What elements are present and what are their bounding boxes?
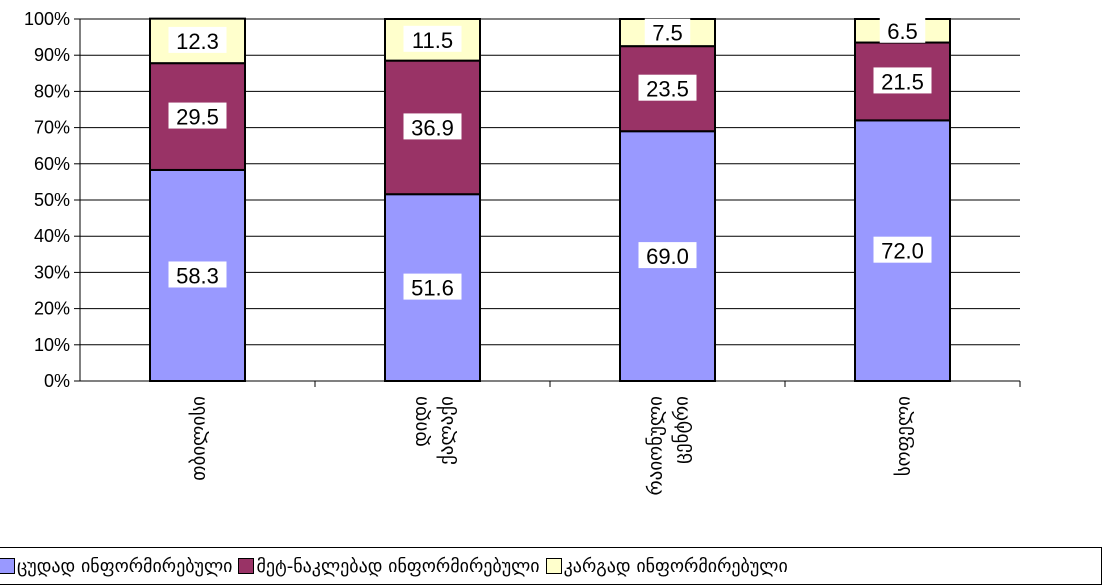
data-label-bg [879, 16, 926, 43]
legend-label: მეტ-ნაკლებად ინფორმირებული [256, 555, 540, 577]
y-tick-label: 50% [34, 190, 70, 210]
data-label: 51.6 [411, 276, 454, 301]
data-label-bg [168, 26, 227, 53]
data-label-bg [403, 273, 462, 300]
category-label: დიდი ქალაქი [410, 396, 458, 465]
bar-segment [619, 130, 716, 382]
legend-swatch [238, 558, 255, 574]
data-label-bg [168, 102, 227, 129]
category-label-line: თბილისი [188, 396, 210, 481]
data-label: 21.5 [881, 69, 924, 94]
category-label-line: ცენტრი [671, 396, 693, 464]
y-tick-label: 90% [34, 45, 70, 65]
legend-item: კარგად ინფორმირებული [545, 555, 788, 577]
data-label: 36.9 [411, 115, 454, 140]
data-label-bg [168, 261, 227, 288]
category-label: რაიონული ცენტრი [645, 396, 693, 495]
y-tick-label: 60% [34, 154, 70, 174]
data-label: 12.3 [176, 29, 219, 54]
category-label-line: სოფელი [893, 396, 915, 476]
y-tick-label: 0% [44, 371, 70, 391]
y-tick-label: 40% [34, 226, 70, 246]
category-label: თბილისი [188, 396, 210, 481]
data-label: 58.3 [176, 263, 219, 288]
data-label-bg [403, 25, 462, 52]
data-label: 11.5 [412, 28, 453, 53]
data-label-bg [638, 242, 697, 269]
data-label-bg [644, 18, 691, 45]
legend-label: ცუდად ინფორმირებული [17, 555, 233, 577]
y-tick-label: 80% [34, 81, 70, 101]
data-label-bg [638, 74, 697, 101]
data-label-bg [873, 67, 932, 94]
legend-item: ცუდად ინფორმირებული [0, 556, 232, 577]
y-tick-label: 30% [34, 262, 70, 282]
chart-svg: 0% 10% 20% 30% 40% 50% 60% 70% 80% 90% 100% 58.3 29.… [24, 9, 1021, 495]
data-label: 69.0 [646, 244, 689, 269]
y-tick-label: 10% [34, 335, 70, 355]
category-label: სოფელი [893, 396, 915, 476]
data-label: 6.5 [887, 19, 918, 44]
legend-label: კარგად ინფორმირებული [563, 555, 788, 577]
data-label-bg [873, 236, 932, 263]
legend-swatch [0, 558, 15, 574]
legend-item: მეტ-ნაკლებად ინფორმირებული [238, 555, 540, 577]
data-label: 72.0 [881, 239, 924, 264]
category-label-line: ქალაქი [436, 396, 458, 465]
chart-legend: ცუდად ინფორმირებული მეტ-ნაკლებად ინფორმირ… [0, 547, 1102, 585]
category-label-line: რაიონული [645, 396, 667, 495]
legend-swatch [545, 558, 562, 574]
data-label: 29.5 [176, 105, 219, 130]
y-tick-label: 20% [34, 299, 70, 319]
bar-segment [149, 62, 246, 171]
y-tick-label: 70% [34, 118, 70, 138]
data-label: 23.5 [646, 77, 689, 102]
data-label-bg [403, 113, 462, 140]
y-tick-label: 100% [24, 9, 70, 29]
data-label: 7.5 [652, 21, 683, 46]
category-label-line: დიდი [410, 396, 432, 447]
